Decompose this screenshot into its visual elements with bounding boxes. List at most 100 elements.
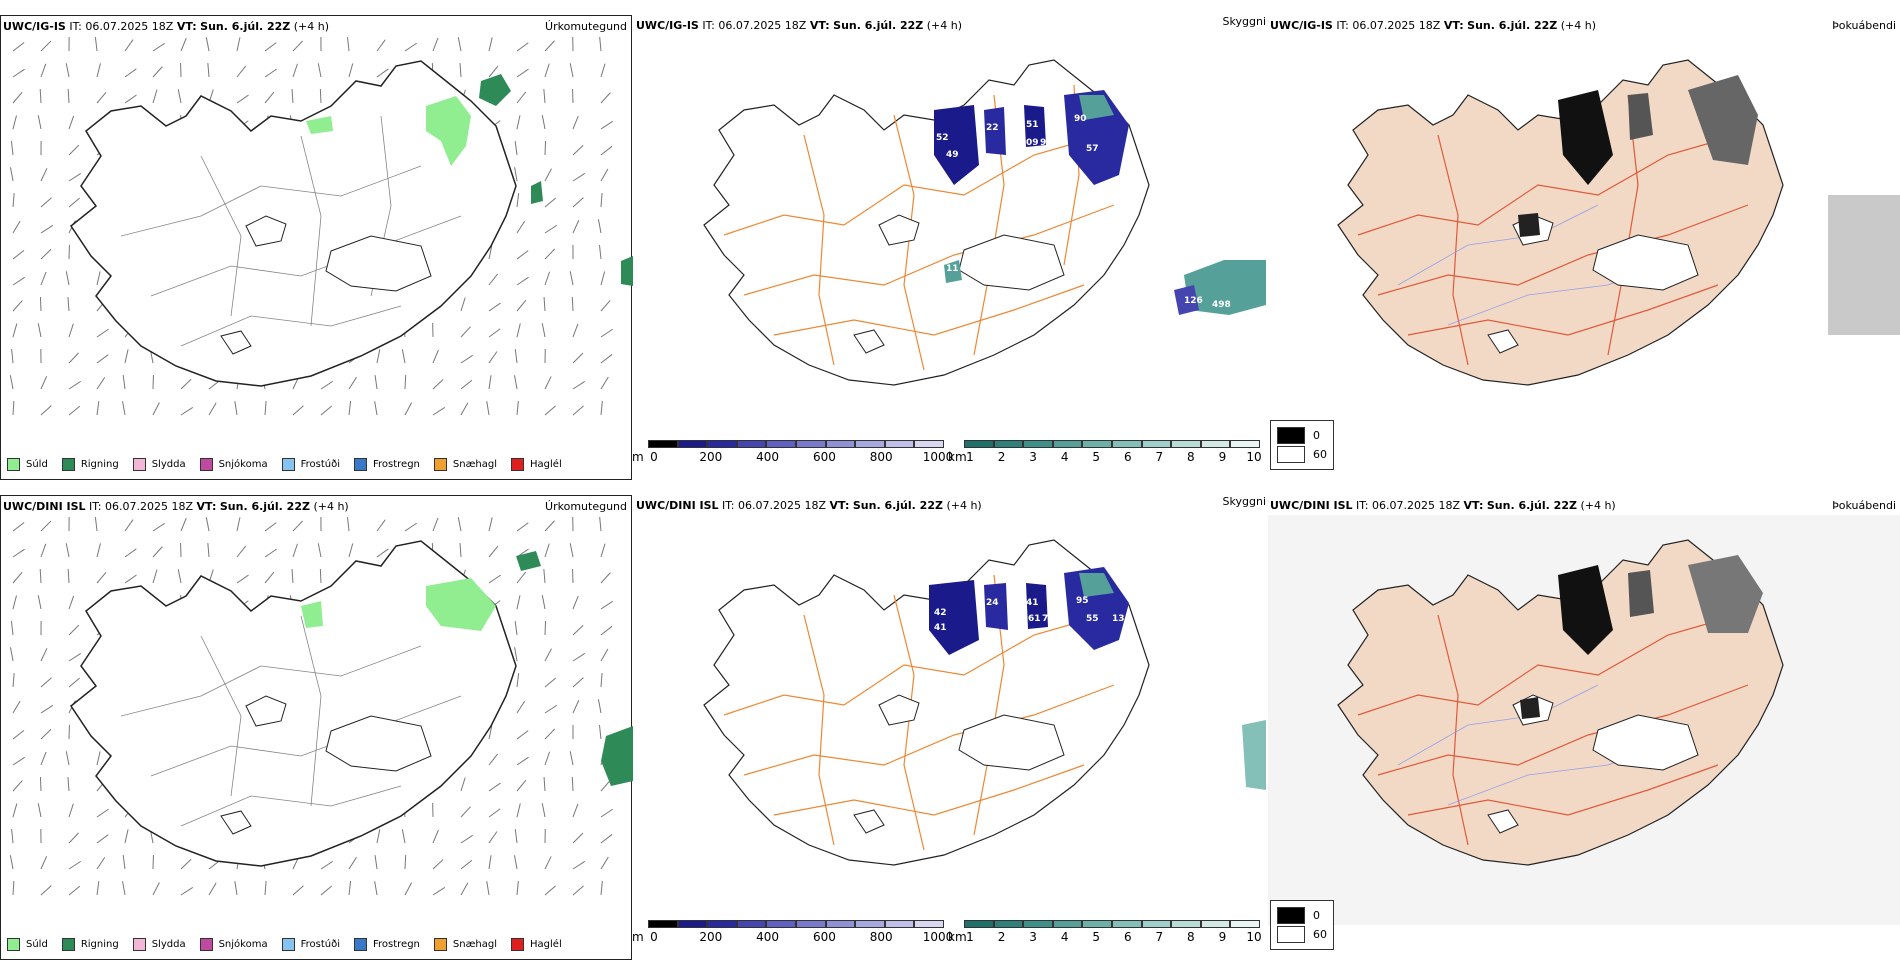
wind-barb <box>601 329 613 337</box>
wind-barb <box>601 377 608 389</box>
legend-label: Súld <box>26 459 48 470</box>
wind-barb <box>544 297 545 311</box>
wind-barb <box>293 406 303 415</box>
wind-barb <box>265 69 277 77</box>
colorbar-cell <box>1023 440 1053 448</box>
legend-item: 60 <box>1277 446 1327 463</box>
wind-barb <box>41 729 51 739</box>
wind-barb <box>375 881 377 895</box>
wind-barb <box>542 323 545 337</box>
wind-barb <box>208 63 209 77</box>
colorbar-unit: km <box>948 930 967 944</box>
wind-barb <box>69 324 73 337</box>
value-label: 95 <box>1076 596 1089 606</box>
wind-barb <box>461 327 470 337</box>
wind-barb <box>38 115 41 129</box>
legend-item: Slydda <box>133 458 186 471</box>
colorbar-tick: 1 <box>966 450 974 464</box>
wind-barb <box>570 271 573 285</box>
wind-barb <box>178 569 181 583</box>
colorbar-cell <box>648 920 678 928</box>
wind-barb <box>545 856 551 869</box>
wind-barb <box>377 349 380 363</box>
panel-title: Úrkomutegund <box>545 500 627 513</box>
legend-label: Snjókoma <box>219 459 268 470</box>
colorbar-tick: 5 <box>1092 450 1100 464</box>
wind-barb <box>573 324 578 337</box>
colorbar-cell <box>826 920 856 928</box>
wind-barb <box>601 780 610 791</box>
legend-label: Rigning <box>81 939 119 950</box>
legend-item: Haglél <box>511 938 562 951</box>
wind-barb <box>125 829 128 843</box>
legend-label: Frostúði <box>301 459 340 470</box>
legend-swatch <box>1277 446 1305 463</box>
wind-barb <box>515 167 517 181</box>
wind-barb <box>517 300 526 311</box>
legend-swatch <box>354 938 367 951</box>
wind-barb <box>95 37 97 51</box>
wind-barb <box>12 829 13 843</box>
wind-barb <box>237 575 249 583</box>
wind-barb <box>66 271 69 285</box>
wind-barb <box>153 403 159 415</box>
wind-barb <box>601 169 608 181</box>
legend-item: Snjókoma <box>200 938 268 951</box>
wind-barb <box>489 754 498 765</box>
wind-barb <box>517 673 519 687</box>
wind-barb <box>545 376 551 389</box>
value-label: 51 <box>1026 120 1039 130</box>
wind-barb <box>348 37 349 51</box>
legend-swatch <box>1277 907 1305 924</box>
wind-barb <box>517 221 525 233</box>
wind-barb <box>237 95 249 103</box>
colorbar-cell <box>1082 920 1112 928</box>
legend-swatch <box>511 458 524 471</box>
wind-barb <box>41 225 53 233</box>
wind-barb <box>265 549 277 557</box>
wind-barb <box>545 705 557 713</box>
wind-barb <box>13 757 25 765</box>
wind-barb <box>545 886 556 895</box>
colorbar-tick: 400 <box>756 450 779 464</box>
colorbar-cell <box>1082 440 1112 448</box>
wind-barb <box>517 701 525 713</box>
wind-barb <box>515 141 517 155</box>
wind-barb <box>69 145 79 155</box>
wind-barb <box>489 37 492 51</box>
wind-barb <box>542 115 545 129</box>
colorbar-tick: 4 <box>1061 930 1069 944</box>
wind-barb <box>517 69 529 77</box>
colorbar-tick: 1 <box>966 930 974 944</box>
colorbar-cell <box>1053 920 1083 928</box>
wind-barb <box>153 43 165 51</box>
wind-barb <box>545 544 549 557</box>
wind-barb <box>69 381 81 389</box>
wind-barb <box>97 809 109 817</box>
wind-barb <box>13 250 24 259</box>
colorbar-tick: 2 <box>998 930 1006 944</box>
wind-barb <box>69 886 80 895</box>
value-label: 126 <box>1184 296 1203 306</box>
panel-title: Skyggni <box>1223 15 1266 28</box>
wind-barb <box>69 833 79 843</box>
colorbar-cell <box>964 440 994 448</box>
wind-barb <box>573 145 583 155</box>
wind-barb <box>40 89 41 103</box>
wind-barb <box>598 699 601 713</box>
wind-barb <box>292 89 293 103</box>
wind-barb <box>517 572 526 583</box>
precip-map <box>1 36 633 446</box>
wind-barb <box>265 572 274 583</box>
colorbar-cell <box>885 440 915 448</box>
panel-header: UWC/DINI ISL IT: 06.07.2025 18Z VT: Sun.… <box>1270 499 1616 512</box>
colorbar-cell <box>678 920 708 928</box>
wind-barb <box>573 625 583 635</box>
cloud-map: 42 24 41 95 41 61 76 55 13 <box>634 515 1266 925</box>
colorbar-cell <box>885 920 915 928</box>
value-label: 41 <box>1026 598 1039 608</box>
wind-barb <box>573 381 585 389</box>
wind-barb <box>458 517 461 531</box>
legend-label: Frostregn <box>373 459 420 470</box>
wind-barb <box>545 621 546 635</box>
